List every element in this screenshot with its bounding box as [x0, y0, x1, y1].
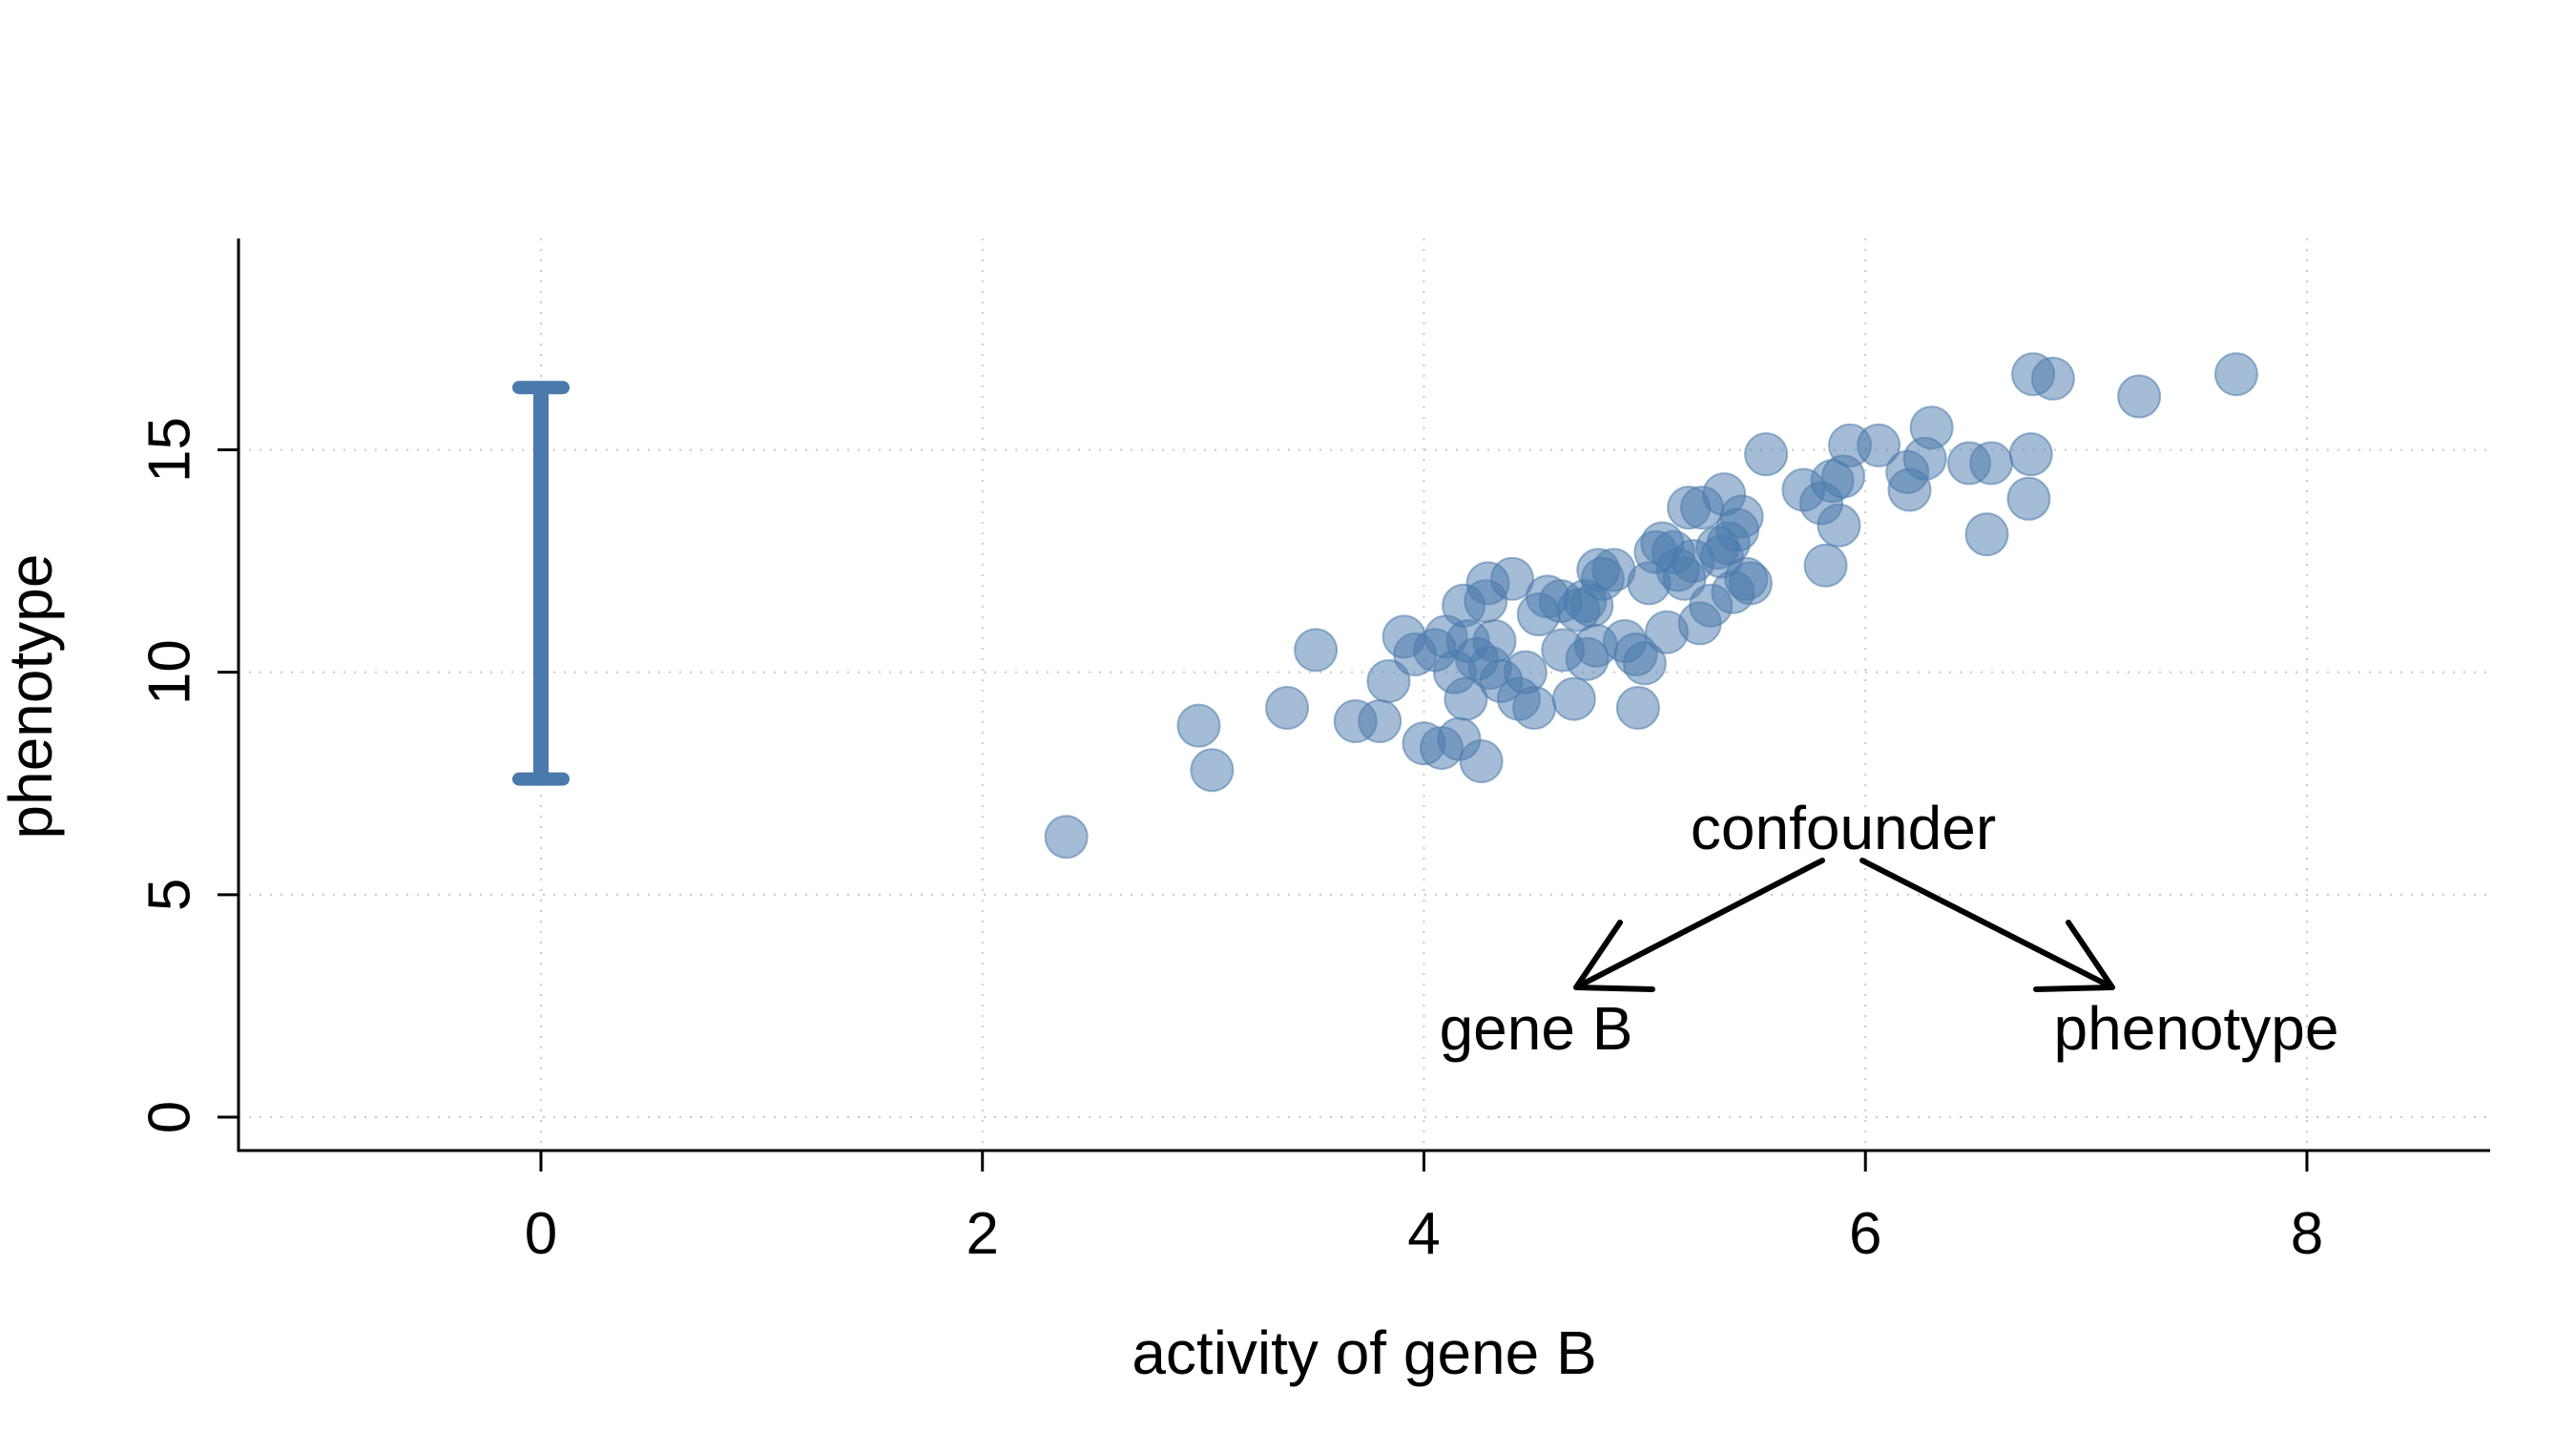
data-point: [1857, 423, 1901, 467]
axis-ticks: 0 2 4 6 8 0 5 10 15: [137, 417, 2324, 1267]
data-point: [1512, 685, 1557, 730]
y-tick-label: 5: [137, 879, 203, 911]
range-bar: [511, 381, 570, 786]
data-points: [1044, 352, 2258, 860]
data-point: [1472, 619, 1517, 664]
data-point: [1622, 641, 1667, 686]
x-axis-title: activity of gene B: [1132, 1318, 1596, 1387]
data-point: [1551, 676, 1596, 721]
x-tick-label: 4: [1407, 1201, 1440, 1267]
data-point: [2006, 476, 2051, 521]
y-tick-label: 0: [137, 1101, 203, 1133]
x-tick-label: 0: [525, 1201, 557, 1267]
data-point: [1728, 561, 1773, 606]
y-tick-label: 10: [137, 639, 203, 705]
data-point: [1744, 432, 1789, 477]
x-tick-label: 6: [1849, 1201, 1881, 1267]
data-point: [1190, 748, 1235, 793]
x-tick-label: 2: [966, 1201, 998, 1267]
data-point: [1719, 494, 1764, 539]
y-axis-title: phenotype: [0, 554, 65, 840]
data-point: [1294, 628, 1339, 673]
data-point: [2117, 374, 2162, 419]
x-tick-label: 8: [2291, 1201, 2323, 1267]
y-tick-label: 15: [137, 417, 203, 483]
data-point: [2030, 356, 2075, 401]
data-point: [1969, 441, 2014, 486]
data-point: [1366, 659, 1411, 704]
data-point: [1459, 738, 1504, 783]
arrow-to-phenotype: [1859, 858, 2115, 992]
confounder-diagram: confounder gene B phenotype: [1440, 794, 2339, 1063]
annotation-gene-b: gene B: [1440, 994, 1633, 1063]
data-point: [1615, 685, 1660, 730]
data-point: [1817, 503, 1861, 548]
data-point: [1176, 703, 1221, 748]
data-point: [1265, 685, 1310, 730]
data-point: [1964, 512, 2009, 557]
data-point: [2008, 432, 2053, 477]
data-point: [1803, 543, 1848, 588]
data-point: [1044, 815, 1089, 860]
data-point: [1358, 698, 1402, 743]
data-point: [1444, 676, 1488, 721]
data-point: [1490, 556, 1535, 601]
axis-frame: [237, 238, 2490, 1152]
arrow-to-gene-b: [1573, 858, 1825, 992]
annotation-confounder: confounder: [1691, 794, 1996, 862]
data-point: [1909, 405, 1954, 450]
axes: [237, 238, 2490, 1152]
data-point: [2213, 352, 2258, 397]
annotation-phenotype: phenotype: [2054, 994, 2339, 1063]
